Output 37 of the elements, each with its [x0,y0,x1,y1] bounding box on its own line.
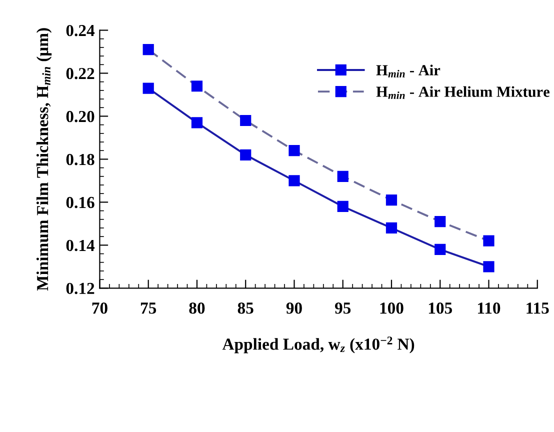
point [142,82,154,94]
x-tick-label: 80 [189,302,205,314]
y-axis-title: Minimum Film Thickness, H$_{min}$ (μm) [36,28,52,291]
point [240,149,252,160]
y-tick-label: 0.12 [66,282,94,294]
point [288,145,300,156]
point [483,235,494,246]
y-tick-label: 0.14 [66,240,95,252]
legend-label: H$_{min}$ - Air Helium Mixture [376,86,550,99]
x-axis-title: Applied Load, w$_{z}$ (x10$^{−2}$ N) [222,336,414,354]
point [434,244,446,256]
y-tick-label: 0.22 [66,68,94,80]
legend-label: H$_{min}$ - Air [376,64,440,78]
y-tick-label: 0.16 [66,196,94,208]
x-tick-label: 70 [92,302,108,314]
point [337,170,348,182]
point [483,261,494,272]
x-tick-label: 105 [428,302,452,314]
point [386,222,398,234]
point [337,200,348,212]
x-tick-label: 100 [380,302,404,314]
point [386,194,398,206]
y-tick-label: 0.18 [66,154,94,166]
point [142,44,154,56]
point [191,117,203,128]
x-tick-label: 110 [478,302,500,314]
x-tick-label: 75 [140,302,156,314]
x-tick-label: 85 [238,302,254,314]
x-tick-label: 90 [286,302,302,314]
y-tick-label: 0.20 [66,110,94,122]
point [288,175,300,186]
point [191,80,203,92]
y-tick-label: 0.24 [66,24,95,36]
point [434,216,446,228]
x-tick-label: 95 [334,302,351,314]
x-tick-label: 115 [526,302,549,314]
point [240,114,252,126]
